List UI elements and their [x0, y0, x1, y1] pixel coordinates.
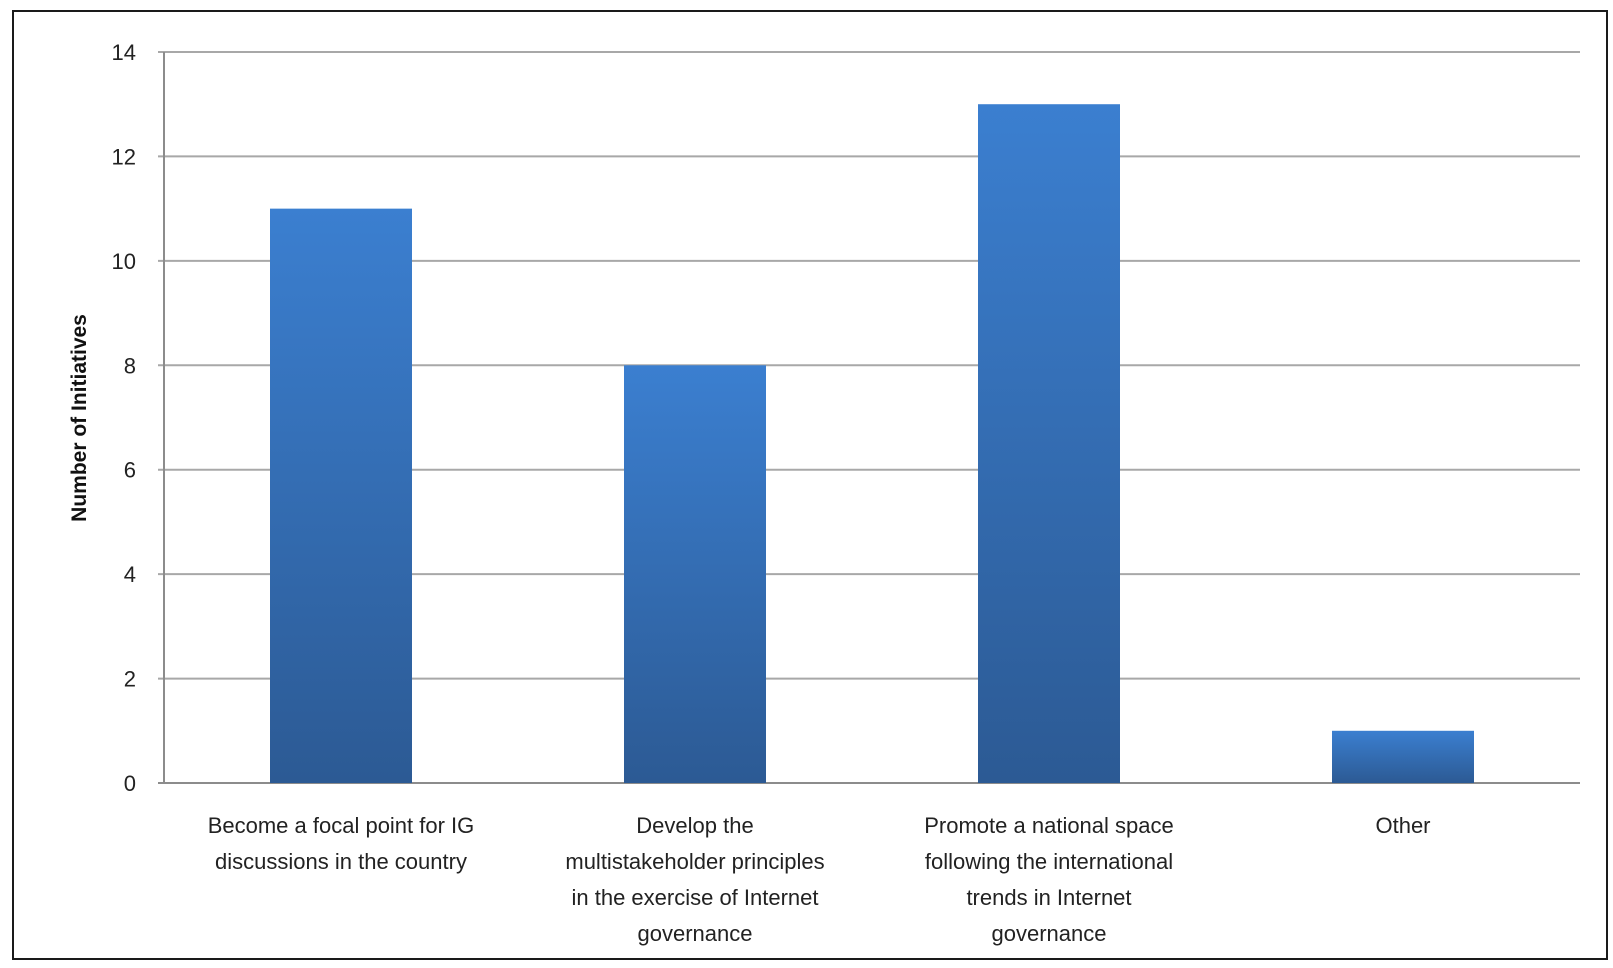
bar [978, 104, 1120, 783]
y-tick-label: 0 [124, 771, 136, 796]
y-tick-label: 4 [124, 562, 136, 587]
x-category-label: Become a focal point for IG discussions i… [208, 813, 475, 874]
y-axis-label: Number of Initiatives [68, 314, 91, 522]
x-category-label: Develop the multistakeholder principles in… [565, 813, 824, 946]
x-category-label: Other [1375, 813, 1430, 838]
y-tick-label: 12 [112, 144, 136, 169]
x-category-label: Promote a national space following the in… [924, 813, 1174, 946]
bar [624, 365, 766, 783]
y-tick-label: 14 [112, 40, 136, 65]
y-tick-label: 8 [124, 353, 136, 378]
y-tick-label: 2 [124, 667, 136, 692]
y-tick-label: 10 [112, 249, 136, 274]
y-tick-label: 6 [124, 458, 136, 483]
bar [270, 208, 412, 784]
bar [1332, 730, 1474, 783]
